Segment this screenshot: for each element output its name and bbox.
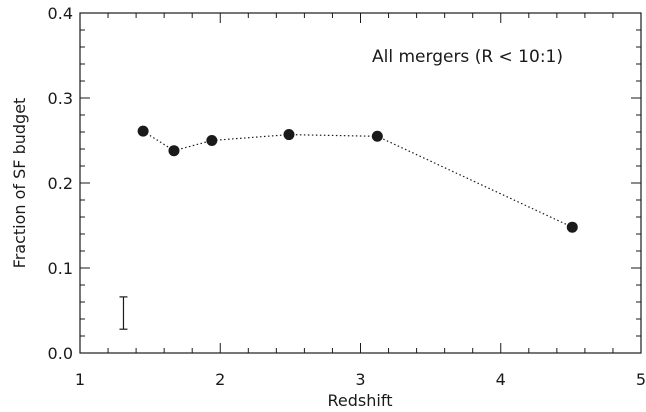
- data-point: [168, 145, 180, 157]
- annotation-label: All mergers (R < 10:1): [372, 47, 563, 67]
- x-axis-title: Redshift: [328, 391, 393, 410]
- data-point: [206, 135, 218, 146]
- x-tick-label: 4: [496, 370, 506, 389]
- error-bar-layer: [119, 296, 128, 330]
- series-line: [142, 130, 573, 228]
- series-layer: [137, 125, 578, 233]
- y-tick-label: 0.0: [48, 344, 73, 363]
- x-tick-label: 5: [636, 370, 646, 389]
- data-point: [371, 130, 383, 142]
- data-point: [566, 221, 578, 233]
- axis-ticks: 1 2 3 4 5 0.0 0.1 0.2 0.3 0.4: [48, 4, 646, 389]
- x-tick-label: 2: [215, 370, 225, 389]
- y-axis-title: Fraction of SF budget: [10, 98, 29, 269]
- y-tick-label: 0.4: [48, 4, 73, 23]
- y-tick-label: 0.1: [48, 259, 73, 278]
- x-tick-label: 1: [75, 370, 85, 389]
- data-point: [283, 129, 295, 141]
- y-tick-label: 0.3: [48, 89, 73, 108]
- data-point: [137, 125, 149, 137]
- x-tick-label: 3: [355, 370, 365, 389]
- y-tick-label: 0.2: [48, 174, 73, 193]
